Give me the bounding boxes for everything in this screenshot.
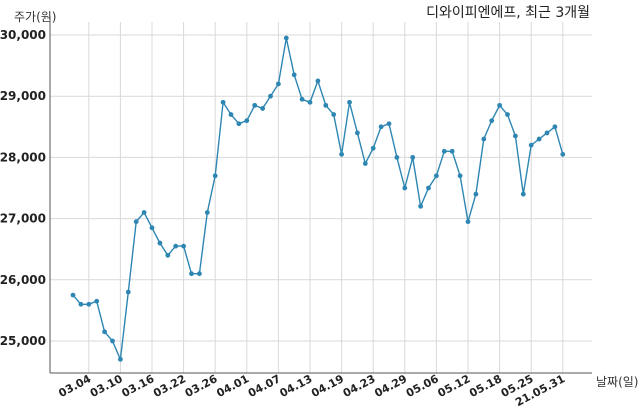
data-point	[355, 130, 360, 136]
data-point	[323, 102, 329, 108]
data-point	[418, 203, 423, 209]
x-tick-label: 04.07	[246, 372, 283, 400]
data-point	[473, 191, 479, 197]
data-point	[86, 301, 92, 307]
x-tick-label: 03.16	[120, 372, 157, 400]
data-point	[118, 356, 123, 362]
data-point	[394, 155, 400, 160]
data-point	[449, 148, 455, 154]
data-point	[299, 96, 305, 102]
y-tick-label: 25,000	[0, 334, 46, 348]
x-tick-label: 03.04	[56, 372, 93, 400]
data-point	[197, 271, 202, 277]
data-point	[78, 301, 84, 307]
data-point	[339, 151, 344, 157]
x-tick-label: 05.12	[436, 372, 473, 400]
x-tick-label: 05.06	[404, 372, 441, 400]
data-point	[220, 99, 226, 105]
data-point	[283, 35, 289, 41]
data-point	[291, 72, 297, 78]
data-point	[204, 210, 210, 215]
series-line	[72, 37, 564, 363]
data-point	[481, 136, 487, 142]
x-tick-label: 03.22	[151, 372, 188, 400]
data-point	[465, 219, 471, 225]
x-tick-label: 04.01	[214, 372, 251, 400]
data-point	[544, 130, 550, 136]
data-point	[94, 298, 100, 304]
data-point	[276, 81, 281, 87]
data-point	[536, 136, 542, 142]
data-point	[236, 121, 242, 127]
y-tick-label: 29,000	[0, 89, 46, 103]
data-point	[497, 102, 502, 108]
data-point	[457, 173, 463, 179]
data-point	[110, 338, 115, 344]
data-point	[441, 148, 447, 154]
x-tick-label: 03.26	[183, 372, 220, 400]
data-point	[386, 121, 392, 127]
axes	[49, 16, 592, 374]
data-point	[102, 329, 107, 335]
x-tick-labels: 03.0403.1003.1603.2203.2604.0104.0704.13…	[56, 372, 567, 409]
y-tick-label: 30,000	[0, 28, 46, 42]
grid-lines	[50, 22, 592, 373]
data-point	[552, 124, 558, 130]
data-point	[228, 112, 234, 117]
data-point	[520, 191, 526, 197]
data-point	[70, 292, 76, 298]
data-point	[125, 289, 131, 295]
data-point	[489, 118, 495, 124]
data-point	[260, 106, 265, 111]
x-axis-title: 날짜(일)	[596, 375, 638, 389]
chart-title: 디와이피엔에프, 최근 3개월	[426, 5, 590, 21]
y-tick-labels: 25,000 26,000 27,000 28,000 29,000 30,000	[0, 28, 46, 348]
y-tick-label: 26,000	[0, 273, 46, 287]
data-point	[165, 252, 171, 258]
x-tick-label: 04.23	[341, 372, 378, 400]
data-point	[141, 210, 147, 215]
data-point	[244, 118, 250, 124]
data-point	[307, 99, 313, 105]
x-tick-label: 05.18	[467, 372, 504, 400]
x-tick-label: 04.29	[372, 372, 409, 400]
data-point	[149, 225, 155, 231]
data-point	[370, 145, 376, 151]
price-series	[70, 35, 566, 363]
data-point	[505, 112, 510, 117]
data-point	[347, 99, 352, 105]
data-point	[426, 185, 431, 191]
data-point	[410, 155, 416, 160]
data-point	[560, 151, 566, 157]
data-point	[402, 185, 408, 191]
data-point	[362, 161, 368, 166]
data-point	[212, 173, 218, 179]
x-tick-label: 03.10	[88, 372, 125, 400]
data-point	[157, 240, 163, 246]
y-tick-label: 27,000	[0, 212, 46, 226]
data-point	[434, 173, 439, 179]
data-point	[181, 243, 187, 249]
data-point	[331, 112, 337, 117]
y-axis-title: 주가(원)	[14, 10, 56, 24]
data-point	[133, 219, 139, 225]
data-point	[528, 142, 534, 148]
data-point	[252, 102, 258, 108]
data-point	[268, 93, 273, 99]
data-point	[189, 271, 194, 277]
data-point	[173, 243, 179, 249]
x-tick-label: 04.13	[278, 372, 315, 400]
x-tick-label: 04.19	[309, 372, 346, 400]
data-point	[315, 78, 321, 84]
data-point	[513, 133, 518, 139]
y-tick-label: 28,000	[0, 150, 46, 164]
data-point	[378, 124, 384, 130]
